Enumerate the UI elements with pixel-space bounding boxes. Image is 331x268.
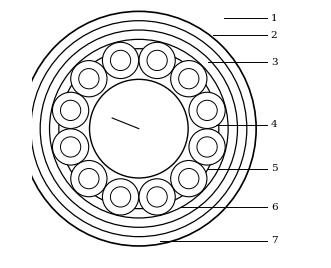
Text: 5: 5 [271,164,277,173]
Text: 4: 4 [271,120,277,129]
Circle shape [53,92,89,129]
Circle shape [89,79,188,178]
Circle shape [53,129,89,165]
Circle shape [139,42,175,79]
Circle shape [171,161,207,197]
Text: 7: 7 [271,236,277,245]
Circle shape [171,61,207,97]
Circle shape [31,21,247,237]
Circle shape [102,179,139,215]
Circle shape [40,30,237,227]
Circle shape [50,39,228,218]
Circle shape [71,161,107,197]
Circle shape [71,61,107,97]
Circle shape [189,92,225,129]
Circle shape [102,42,139,79]
Circle shape [59,49,219,209]
Circle shape [189,129,225,165]
Text: 2: 2 [271,31,277,40]
Text: 1: 1 [271,13,277,23]
Text: 6: 6 [271,203,277,212]
Circle shape [139,179,175,215]
Text: 3: 3 [271,58,277,66]
Circle shape [22,11,256,246]
